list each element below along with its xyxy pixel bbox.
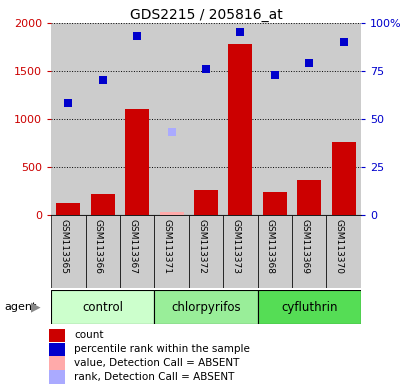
- Text: GSM113372: GSM113372: [197, 219, 206, 273]
- Bar: [154, 23, 189, 215]
- Bar: [228, 44, 252, 215]
- Text: GSM113368: GSM113368: [265, 219, 274, 274]
- Text: GSM113369: GSM113369: [299, 219, 308, 274]
- Bar: [193, 190, 218, 215]
- Bar: [51, 290, 154, 324]
- Text: value, Detection Call = ABSENT: value, Detection Call = ABSENT: [74, 358, 239, 368]
- Bar: [51, 23, 85, 215]
- Title: GDS2215 / 205816_at: GDS2215 / 205816_at: [129, 8, 282, 22]
- Bar: [331, 142, 355, 215]
- Text: GSM113370: GSM113370: [334, 219, 343, 274]
- Bar: [154, 290, 257, 324]
- Bar: [326, 215, 360, 288]
- Bar: [49, 370, 65, 384]
- Bar: [257, 215, 291, 288]
- Bar: [222, 23, 257, 215]
- Text: GSM113366: GSM113366: [94, 219, 103, 274]
- Bar: [85, 23, 120, 215]
- Text: GSM113365: GSM113365: [59, 219, 68, 274]
- Text: control: control: [82, 301, 123, 314]
- Text: agent: agent: [4, 302, 36, 312]
- Bar: [154, 215, 189, 288]
- Bar: [120, 23, 154, 215]
- Text: chlorpyrifos: chlorpyrifos: [171, 301, 240, 314]
- Bar: [51, 215, 85, 288]
- Text: percentile rank within the sample: percentile rank within the sample: [74, 344, 250, 354]
- Text: count: count: [74, 330, 104, 340]
- Text: rank, Detection Call = ABSENT: rank, Detection Call = ABSENT: [74, 372, 234, 382]
- Bar: [56, 203, 80, 215]
- Bar: [49, 343, 65, 356]
- Bar: [257, 290, 360, 324]
- Bar: [125, 109, 149, 215]
- Text: cyfluthrin: cyfluthrin: [280, 301, 337, 314]
- Bar: [189, 215, 222, 288]
- Bar: [257, 23, 291, 215]
- Bar: [49, 329, 65, 342]
- Bar: [49, 356, 65, 370]
- Bar: [291, 215, 326, 288]
- Text: GSM113371: GSM113371: [162, 219, 171, 274]
- Bar: [262, 192, 286, 215]
- Bar: [120, 215, 154, 288]
- Bar: [326, 23, 360, 215]
- Bar: [159, 212, 183, 215]
- Bar: [90, 194, 115, 215]
- Text: GSM113367: GSM113367: [128, 219, 137, 274]
- Bar: [189, 23, 222, 215]
- Bar: [222, 215, 257, 288]
- Bar: [85, 215, 120, 288]
- Bar: [291, 23, 326, 215]
- Bar: [297, 180, 321, 215]
- Text: ▶: ▶: [31, 301, 40, 314]
- Text: GSM113373: GSM113373: [231, 219, 240, 274]
